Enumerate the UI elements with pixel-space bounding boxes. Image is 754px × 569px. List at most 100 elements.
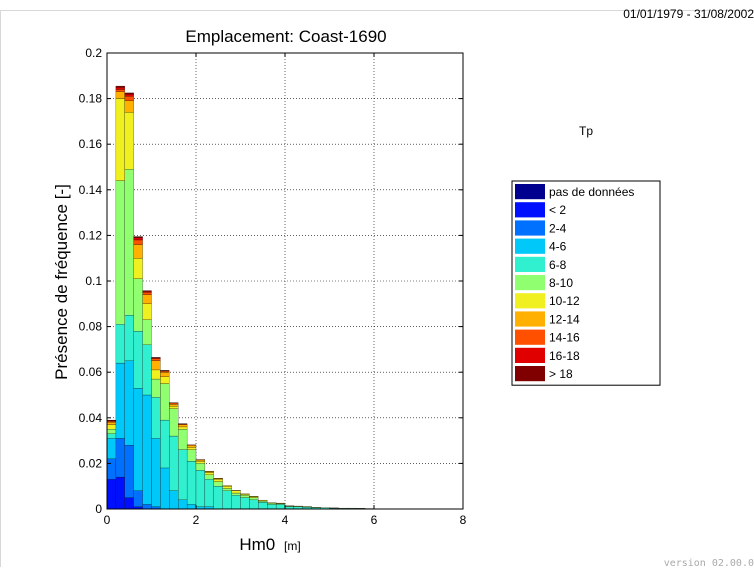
bar-segment (116, 181, 125, 325)
bar-segment (214, 486, 223, 509)
bar-segment (241, 498, 250, 509)
bar-segment (134, 240, 143, 245)
bar-segment (205, 471, 214, 472)
bar-segment (160, 377, 169, 384)
bar-segment (116, 92, 125, 99)
bar-segment (125, 96, 134, 101)
legend-swatch (515, 220, 545, 235)
bar-segment (116, 324, 125, 363)
bar-segment (152, 359, 161, 361)
bar-segment (116, 86, 125, 87)
legend-entry-label: 16-18 (549, 349, 580, 363)
bar-segment (241, 495, 250, 497)
legend-swatch (515, 275, 545, 290)
bar-segment (223, 491, 232, 509)
bar-segment (125, 315, 134, 361)
bar-segment (276, 504, 285, 509)
bar-segment (116, 363, 125, 438)
bar-segment (143, 291, 152, 292)
bar-segment (152, 370, 161, 379)
legend-entry-label: pas de données (549, 185, 634, 199)
bar-segment (143, 292, 152, 294)
bar-segment (152, 361, 161, 370)
y-tick-label: 0.02 (79, 456, 103, 470)
bar-segment (187, 447, 196, 449)
bar-segment (169, 403, 178, 404)
bar-segment (152, 397, 161, 438)
legend-swatch (515, 202, 545, 217)
bar-segment (169, 404, 178, 406)
y-axis-label: Présence de fréquence [-] (52, 184, 71, 380)
bar-segment (187, 504, 196, 509)
legend-swatch (515, 348, 545, 363)
bar-segment (196, 460, 205, 461)
chart-title: Emplacement: Coast-1690 (185, 27, 386, 46)
legend-entry-label: 14-16 (549, 331, 580, 345)
bar-segment (143, 395, 152, 504)
legend-swatch (515, 239, 545, 254)
bar-segment (232, 491, 241, 493)
bar-segment (116, 99, 125, 181)
version-label: version 02.00.0 (664, 558, 754, 569)
legend-entry-label: < 2 (549, 203, 566, 217)
bar-segment (249, 496, 258, 497)
y-tick-label: 0.1 (85, 274, 102, 288)
bar-segment (125, 498, 134, 509)
bar-segment (178, 450, 187, 500)
bar-segment (134, 279, 143, 331)
x-axis-label-quantity: Hm0 (239, 535, 275, 554)
y-tick-label: 0.16 (79, 137, 103, 151)
bar-segment (232, 495, 241, 509)
bar-segment (125, 101, 134, 112)
bar-segment (258, 501, 267, 502)
bar-segment (134, 237, 143, 238)
bar-segment (143, 504, 152, 509)
bar-segment (143, 345, 152, 395)
legend-entry-label: 6-8 (549, 258, 567, 272)
y-tick-label: 0.14 (79, 183, 103, 197)
bar-segment (160, 420, 169, 468)
legend-swatch (515, 311, 545, 326)
y-tick-label: 0.06 (79, 365, 103, 379)
bar-segment (196, 461, 205, 463)
legend-entry-label: 4-6 (549, 240, 567, 254)
bar-segment (160, 371, 169, 372)
bar-segment (107, 422, 116, 424)
bar-segment (107, 429, 116, 434)
bar-segment (232, 493, 241, 495)
bar-segment (125, 93, 134, 94)
bar-segment (169, 491, 178, 509)
legend-swatch (515, 257, 545, 272)
bar-segment (134, 388, 143, 491)
legend-swatch (515, 366, 545, 381)
bar-segment (223, 488, 232, 490)
bar-segment (107, 434, 116, 439)
bar-segment (116, 438, 125, 477)
y-tick-label: 0.2 (85, 46, 102, 60)
legend-entry-label: > 18 (549, 367, 573, 381)
x-axis-label: Hm0 [m] (239, 535, 300, 554)
bar-segment (116, 477, 125, 509)
y-tick-label: 0.18 (79, 92, 103, 106)
bar-segment (178, 427, 187, 429)
bar-segment (205, 475, 214, 480)
bar-segment (267, 503, 276, 504)
y-tick-label: 0 (95, 502, 102, 516)
bar-segment (223, 486, 232, 488)
bar-segment (187, 445, 196, 447)
bar-segment (241, 494, 250, 495)
legend-swatch (515, 184, 545, 199)
bar-segment (107, 421, 116, 422)
bar-segment (205, 473, 214, 475)
legend-swatch (515, 293, 545, 308)
legend-entry-label: 12-14 (549, 312, 580, 326)
bar-segment (116, 89, 125, 91)
bar-segment (214, 479, 223, 481)
bar-segment (187, 450, 196, 461)
bar-segment (169, 406, 178, 408)
x-tick-label: 2 (193, 513, 200, 527)
bar-segment (125, 169, 134, 315)
bar-segment (134, 331, 143, 388)
bar-segment (258, 502, 267, 509)
bar-segment (134, 258, 143, 279)
